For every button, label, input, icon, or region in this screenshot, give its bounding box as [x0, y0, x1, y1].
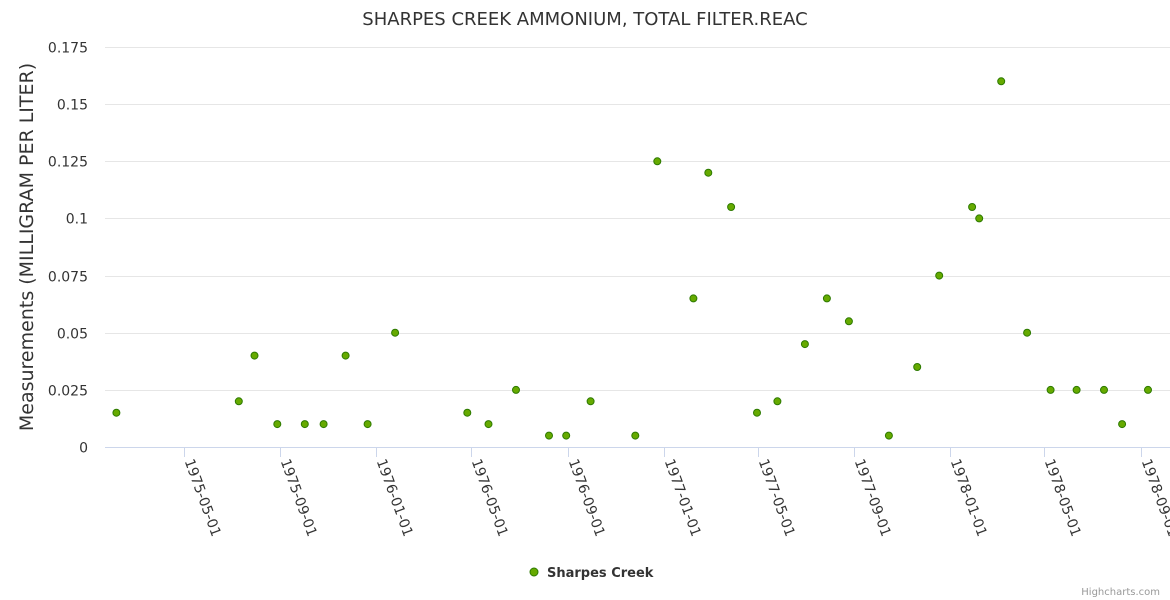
data-point[interactable]	[1100, 385, 1108, 394]
data-point[interactable]	[300, 420, 309, 429]
y-tick-label: 0	[79, 441, 88, 457]
data-point[interactable]	[545, 431, 553, 440]
x-tick-label: 1976-01-01	[373, 457, 416, 539]
x-axis: 1975-05-01 1975-09-01 1976-01-01 1976-05-01…	[105, 447, 1170, 539]
data-point[interactable]	[512, 385, 520, 394]
data-point[interactable]	[463, 408, 472, 417]
x-tick-label: 1977-01-01	[661, 457, 704, 539]
credits-link[interactable]: Highcharts.com	[1081, 587, 1160, 598]
data-point[interactable]	[997, 77, 1006, 86]
data-point[interactable]	[1144, 385, 1152, 394]
y-tick-label: 0.025	[48, 384, 88, 400]
y-tick-label: 0.175	[48, 41, 88, 57]
data-point[interactable]	[250, 351, 259, 360]
x-tick-label: 1977-09-01	[851, 457, 894, 539]
data-point[interactable]	[234, 397, 243, 406]
y-axis-label: Measurements (MILLIGRAM PER LITER)	[16, 63, 38, 431]
chart-title: SHARPES CREEK AMMONIUM, TOTAL FILTER.REA…	[362, 9, 807, 30]
data-points	[112, 77, 1152, 440]
x-tick-label: 1978-09-01	[1138, 457, 1170, 539]
data-point[interactable]	[822, 294, 831, 303]
data-point[interactable]	[773, 397, 782, 406]
grid-lines	[105, 47, 1170, 391]
data-point[interactable]	[112, 408, 121, 417]
data-point[interactable]	[975, 214, 984, 223]
x-tick-label: 1975-09-01	[277, 457, 320, 539]
data-point[interactable]	[319, 420, 328, 429]
data-point[interactable]	[653, 157, 662, 166]
data-point[interactable]	[1023, 328, 1032, 337]
data-point[interactable]	[704, 168, 713, 177]
data-point[interactable]	[363, 420, 372, 429]
data-point[interactable]	[631, 431, 640, 440]
data-point[interactable]	[1046, 385, 1055, 394]
data-point[interactable]	[913, 363, 922, 371]
data-point[interactable]	[800, 340, 809, 349]
y-tick-label: 0.15	[57, 98, 88, 114]
data-point[interactable]	[273, 420, 282, 429]
data-point[interactable]	[391, 328, 400, 337]
data-point[interactable]	[968, 203, 977, 211]
legend-marker-icon	[529, 567, 539, 577]
legend[interactable]: Sharpes Creek	[529, 566, 654, 581]
x-tick-label: 1977-05-01	[755, 457, 798, 539]
data-point[interactable]	[935, 271, 944, 280]
x-tick-label: 1975-05-01	[181, 457, 224, 539]
data-point[interactable]	[484, 420, 493, 429]
x-tick-label: 1978-05-01	[1041, 457, 1084, 539]
data-point[interactable]	[689, 294, 698, 303]
data-point[interactable]	[753, 408, 761, 417]
data-point[interactable]	[1118, 420, 1127, 429]
data-point[interactable]	[884, 431, 893, 440]
y-tick-label: 0.1	[66, 212, 88, 228]
data-point[interactable]	[727, 203, 736, 211]
data-point[interactable]	[341, 351, 350, 360]
data-point[interactable]	[586, 397, 595, 406]
x-tick-label: 1976-05-01	[468, 457, 511, 539]
data-point[interactable]	[562, 431, 571, 440]
legend-label[interactable]: Sharpes Creek	[547, 566, 654, 581]
y-tick-label: 0.05	[57, 327, 88, 343]
y-axis-ticks: 0 0.025 0.05 0.075 0.1 0.125 0.15 0.175	[48, 41, 88, 457]
data-point[interactable]	[1072, 385, 1081, 394]
y-tick-label: 0.125	[48, 155, 88, 171]
x-tick-label: 1978-01-01	[947, 457, 990, 539]
y-tick-label: 0.075	[48, 270, 88, 286]
data-point[interactable]	[844, 317, 853, 326]
x-tick-label: 1976-09-01	[565, 457, 608, 539]
